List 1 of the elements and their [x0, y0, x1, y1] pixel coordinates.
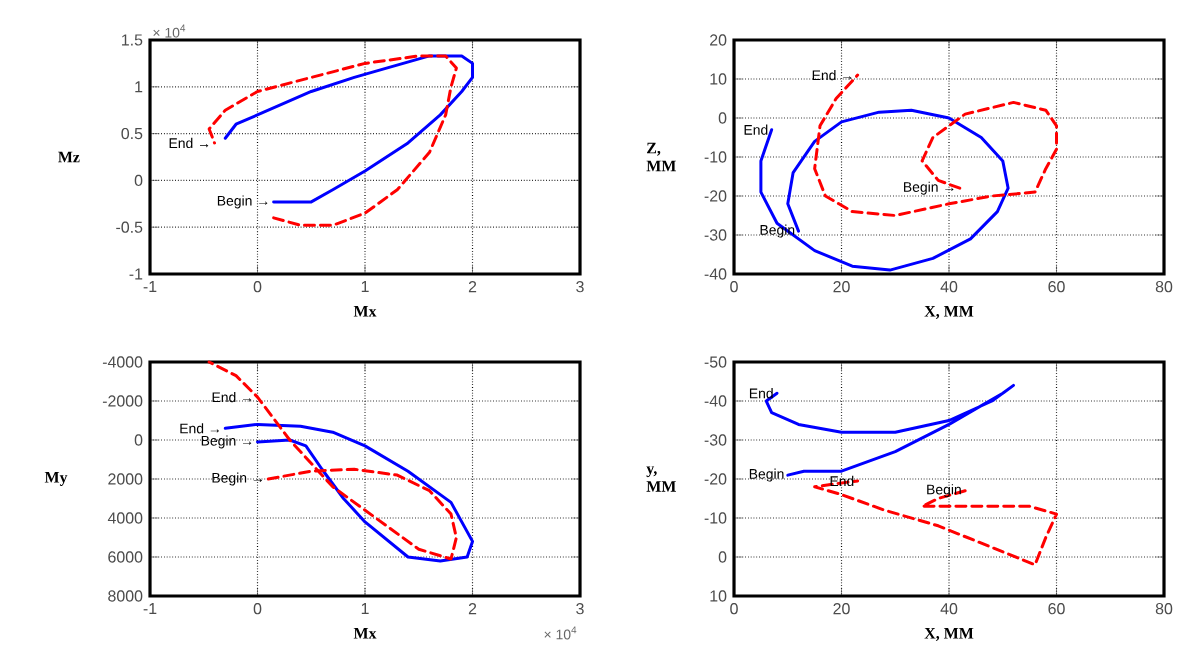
line-series	[813, 73, 1059, 217]
